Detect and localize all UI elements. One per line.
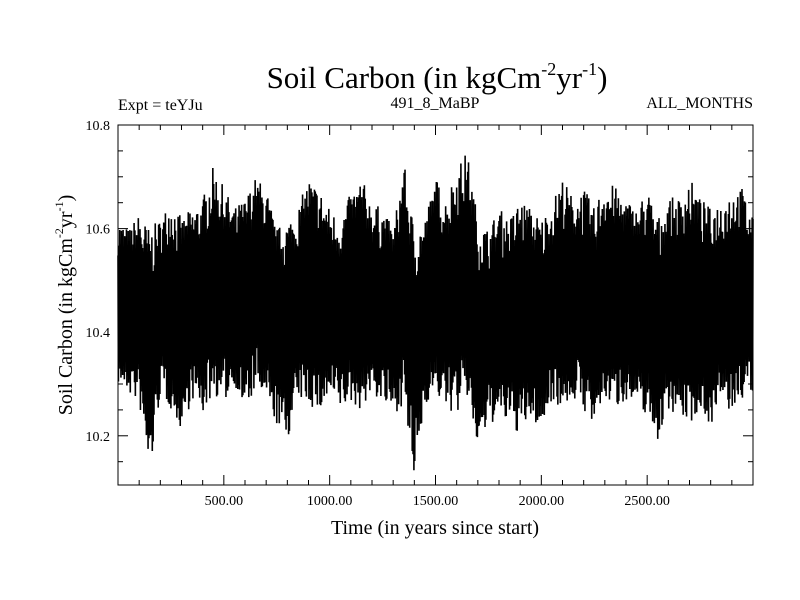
months-label: ALL_MONTHS <box>646 95 753 112</box>
data-series <box>117 155 754 471</box>
y-tick-label: 10.4 <box>86 326 111 341</box>
chart-title: Soil Carbon (in kgCm-2yr-1) <box>267 59 608 95</box>
y-tick-label: 10.2 <box>86 430 111 445</box>
x-tick-label: 500.00 <box>205 494 244 509</box>
experiment-label: Expt = teYJu <box>118 97 203 114</box>
x-tick-label: 1500.00 <box>413 494 459 509</box>
y-tick-label: 10.6 <box>86 223 111 238</box>
y-axis-label: Soil Carbon (in kgCm-2yr-1) <box>52 195 77 416</box>
y-tick-label: 10.8 <box>86 119 111 134</box>
axis-ticks: 500.00 1000.00 1500.00 2000.00 2500.00 10.2 10… <box>86 119 753 509</box>
series-line <box>117 155 754 471</box>
x-tick-label: 2000.00 <box>519 494 565 509</box>
period-label: 491_8_MaBP <box>391 95 480 112</box>
x-axis-label: Time (in years since start) <box>331 517 539 539</box>
x-tick-label: 2500.00 <box>624 494 670 509</box>
x-tick-label: 1000.00 <box>307 494 353 509</box>
plot-frame <box>117 124 754 486</box>
